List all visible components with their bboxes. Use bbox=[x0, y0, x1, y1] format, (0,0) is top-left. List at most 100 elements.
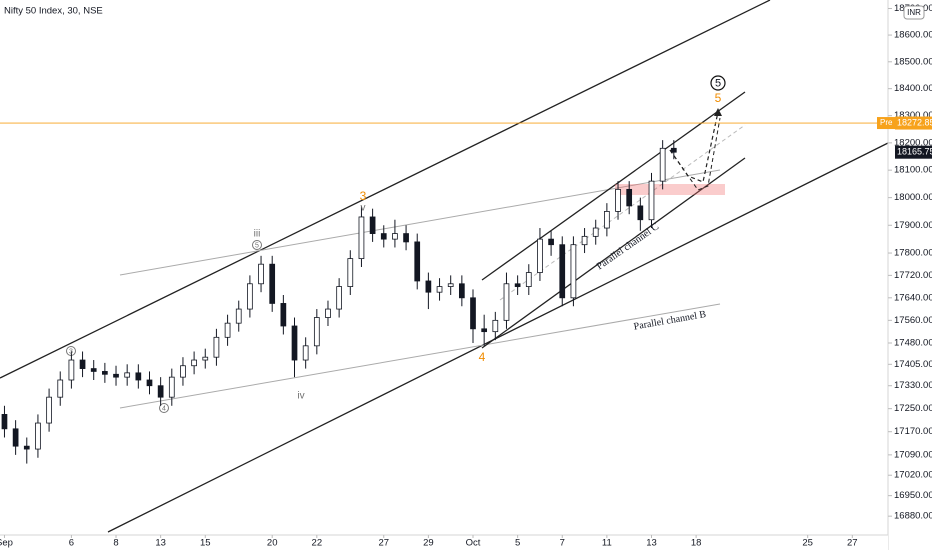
tag-box bbox=[877, 117, 895, 130]
y-tick-label: 17560.00 bbox=[894, 315, 932, 326]
y-tick-label: 17800.00 bbox=[894, 248, 932, 259]
x-tick-label: 22 bbox=[312, 538, 323, 549]
candle-body bbox=[358, 216, 365, 260]
candle-body bbox=[180, 365, 186, 378]
x-tick-label: 8 bbox=[113, 538, 118, 549]
y-tick-label: 18600.00 bbox=[894, 30, 932, 41]
wave-label: 5 bbox=[255, 242, 259, 249]
candle-body bbox=[503, 283, 510, 321]
y-tick-label: 17330.00 bbox=[894, 380, 932, 391]
y-tick-label: 17900.00 bbox=[894, 220, 932, 231]
candle-body bbox=[447, 283, 454, 287]
circle bbox=[159, 403, 169, 413]
drawings bbox=[0, 0, 889, 533]
candle-body bbox=[548, 238, 554, 246]
trend-line bbox=[119, 169, 721, 276]
price-label: 18165.75 bbox=[897, 147, 932, 157]
price-axis bbox=[888, 0, 932, 550]
candle-body bbox=[648, 180, 655, 221]
wave-label: 3 bbox=[360, 189, 367, 203]
price-label: 18272.85 bbox=[897, 117, 932, 127]
y-tick-label: 17170.00 bbox=[894, 426, 932, 437]
candle-body bbox=[191, 359, 197, 367]
candle-body bbox=[492, 319, 499, 333]
candle-body bbox=[157, 385, 164, 398]
y-tick-label: 18500.00 bbox=[894, 56, 932, 67]
trend-line bbox=[119, 303, 721, 409]
candle-body bbox=[537, 238, 543, 273]
price-box bbox=[895, 116, 932, 130]
candle-body bbox=[470, 297, 476, 330]
x-tick-label: 11 bbox=[602, 538, 612, 549]
x-tick-label: 25 bbox=[802, 538, 813, 549]
candle-body bbox=[659, 147, 666, 182]
x-tick-label: 29 bbox=[423, 538, 434, 549]
candle-body bbox=[68, 359, 75, 381]
candle-body bbox=[135, 372, 142, 381]
wave-label: iv bbox=[297, 391, 304, 402]
candle-body bbox=[458, 283, 465, 299]
candle-body bbox=[258, 263, 264, 285]
trend-line bbox=[107, 142, 889, 533]
x-tick-label: Sep bbox=[0, 538, 13, 549]
candle-body bbox=[592, 227, 599, 237]
wave-label: 4 bbox=[162, 405, 166, 412]
candle-body bbox=[35, 422, 41, 450]
x-tick-label: 7 bbox=[560, 538, 565, 549]
y-tick-label: 18200.00 bbox=[894, 137, 932, 148]
x-tick-label: 13 bbox=[646, 538, 657, 549]
trend-line bbox=[0, 0, 771, 379]
candle-body bbox=[102, 371, 108, 375]
candle-body bbox=[604, 211, 610, 229]
wave-label: 3 bbox=[69, 348, 73, 355]
wave-label: v bbox=[361, 203, 366, 214]
candle-body bbox=[146, 379, 153, 387]
wave-label: 4 bbox=[479, 350, 486, 364]
x-tick-label: 6 bbox=[69, 538, 74, 549]
y-tick-label: 18100.00 bbox=[894, 165, 932, 176]
candle-body bbox=[525, 272, 532, 287]
wave-label: 5 bbox=[715, 77, 721, 89]
candle-body bbox=[325, 308, 331, 318]
currency: INR bbox=[907, 8, 921, 17]
channel-line bbox=[481, 157, 746, 349]
zone bbox=[615, 184, 725, 195]
x-tick-label: 13 bbox=[155, 538, 166, 549]
currency-box bbox=[903, 5, 925, 20]
candle-body bbox=[403, 233, 409, 243]
y-tick-label: 18400.00 bbox=[894, 83, 932, 94]
y-tick-label: 17405.00 bbox=[894, 359, 932, 370]
candle-body bbox=[369, 216, 376, 234]
y-tick-label: 16880.00 bbox=[894, 511, 932, 522]
x-tick-label: 18 bbox=[691, 538, 702, 549]
arrow-head bbox=[714, 108, 722, 116]
candle-body bbox=[224, 322, 231, 338]
y-tick-label: 18000.00 bbox=[894, 192, 932, 203]
x-tick-label: 27 bbox=[378, 538, 389, 549]
x-tick-label: Oct bbox=[466, 538, 481, 549]
candle-body bbox=[559, 244, 566, 299]
candle-body bbox=[291, 325, 298, 361]
candle-body bbox=[581, 235, 588, 246]
candle-body bbox=[269, 263, 276, 304]
candle-body bbox=[570, 244, 577, 299]
circle bbox=[710, 75, 726, 91]
x-tick-label: 15 bbox=[200, 538, 211, 549]
candle-body bbox=[481, 328, 488, 333]
candle-body bbox=[302, 345, 309, 361]
candle-body bbox=[90, 368, 97, 372]
y-tick-label: 17250.00 bbox=[894, 403, 932, 414]
candle-body bbox=[113, 373, 119, 378]
price-tag: Pre bbox=[880, 118, 893, 127]
candle-body bbox=[46, 396, 52, 424]
candle-body bbox=[57, 379, 64, 398]
candle-body bbox=[347, 258, 354, 287]
candle-body bbox=[336, 286, 342, 310]
price-box bbox=[895, 145, 932, 159]
x-tick-label: 27 bbox=[847, 538, 858, 549]
candle-body bbox=[247, 283, 253, 310]
y-tick-label: 17020.00 bbox=[894, 470, 932, 481]
candle-body bbox=[392, 233, 398, 240]
